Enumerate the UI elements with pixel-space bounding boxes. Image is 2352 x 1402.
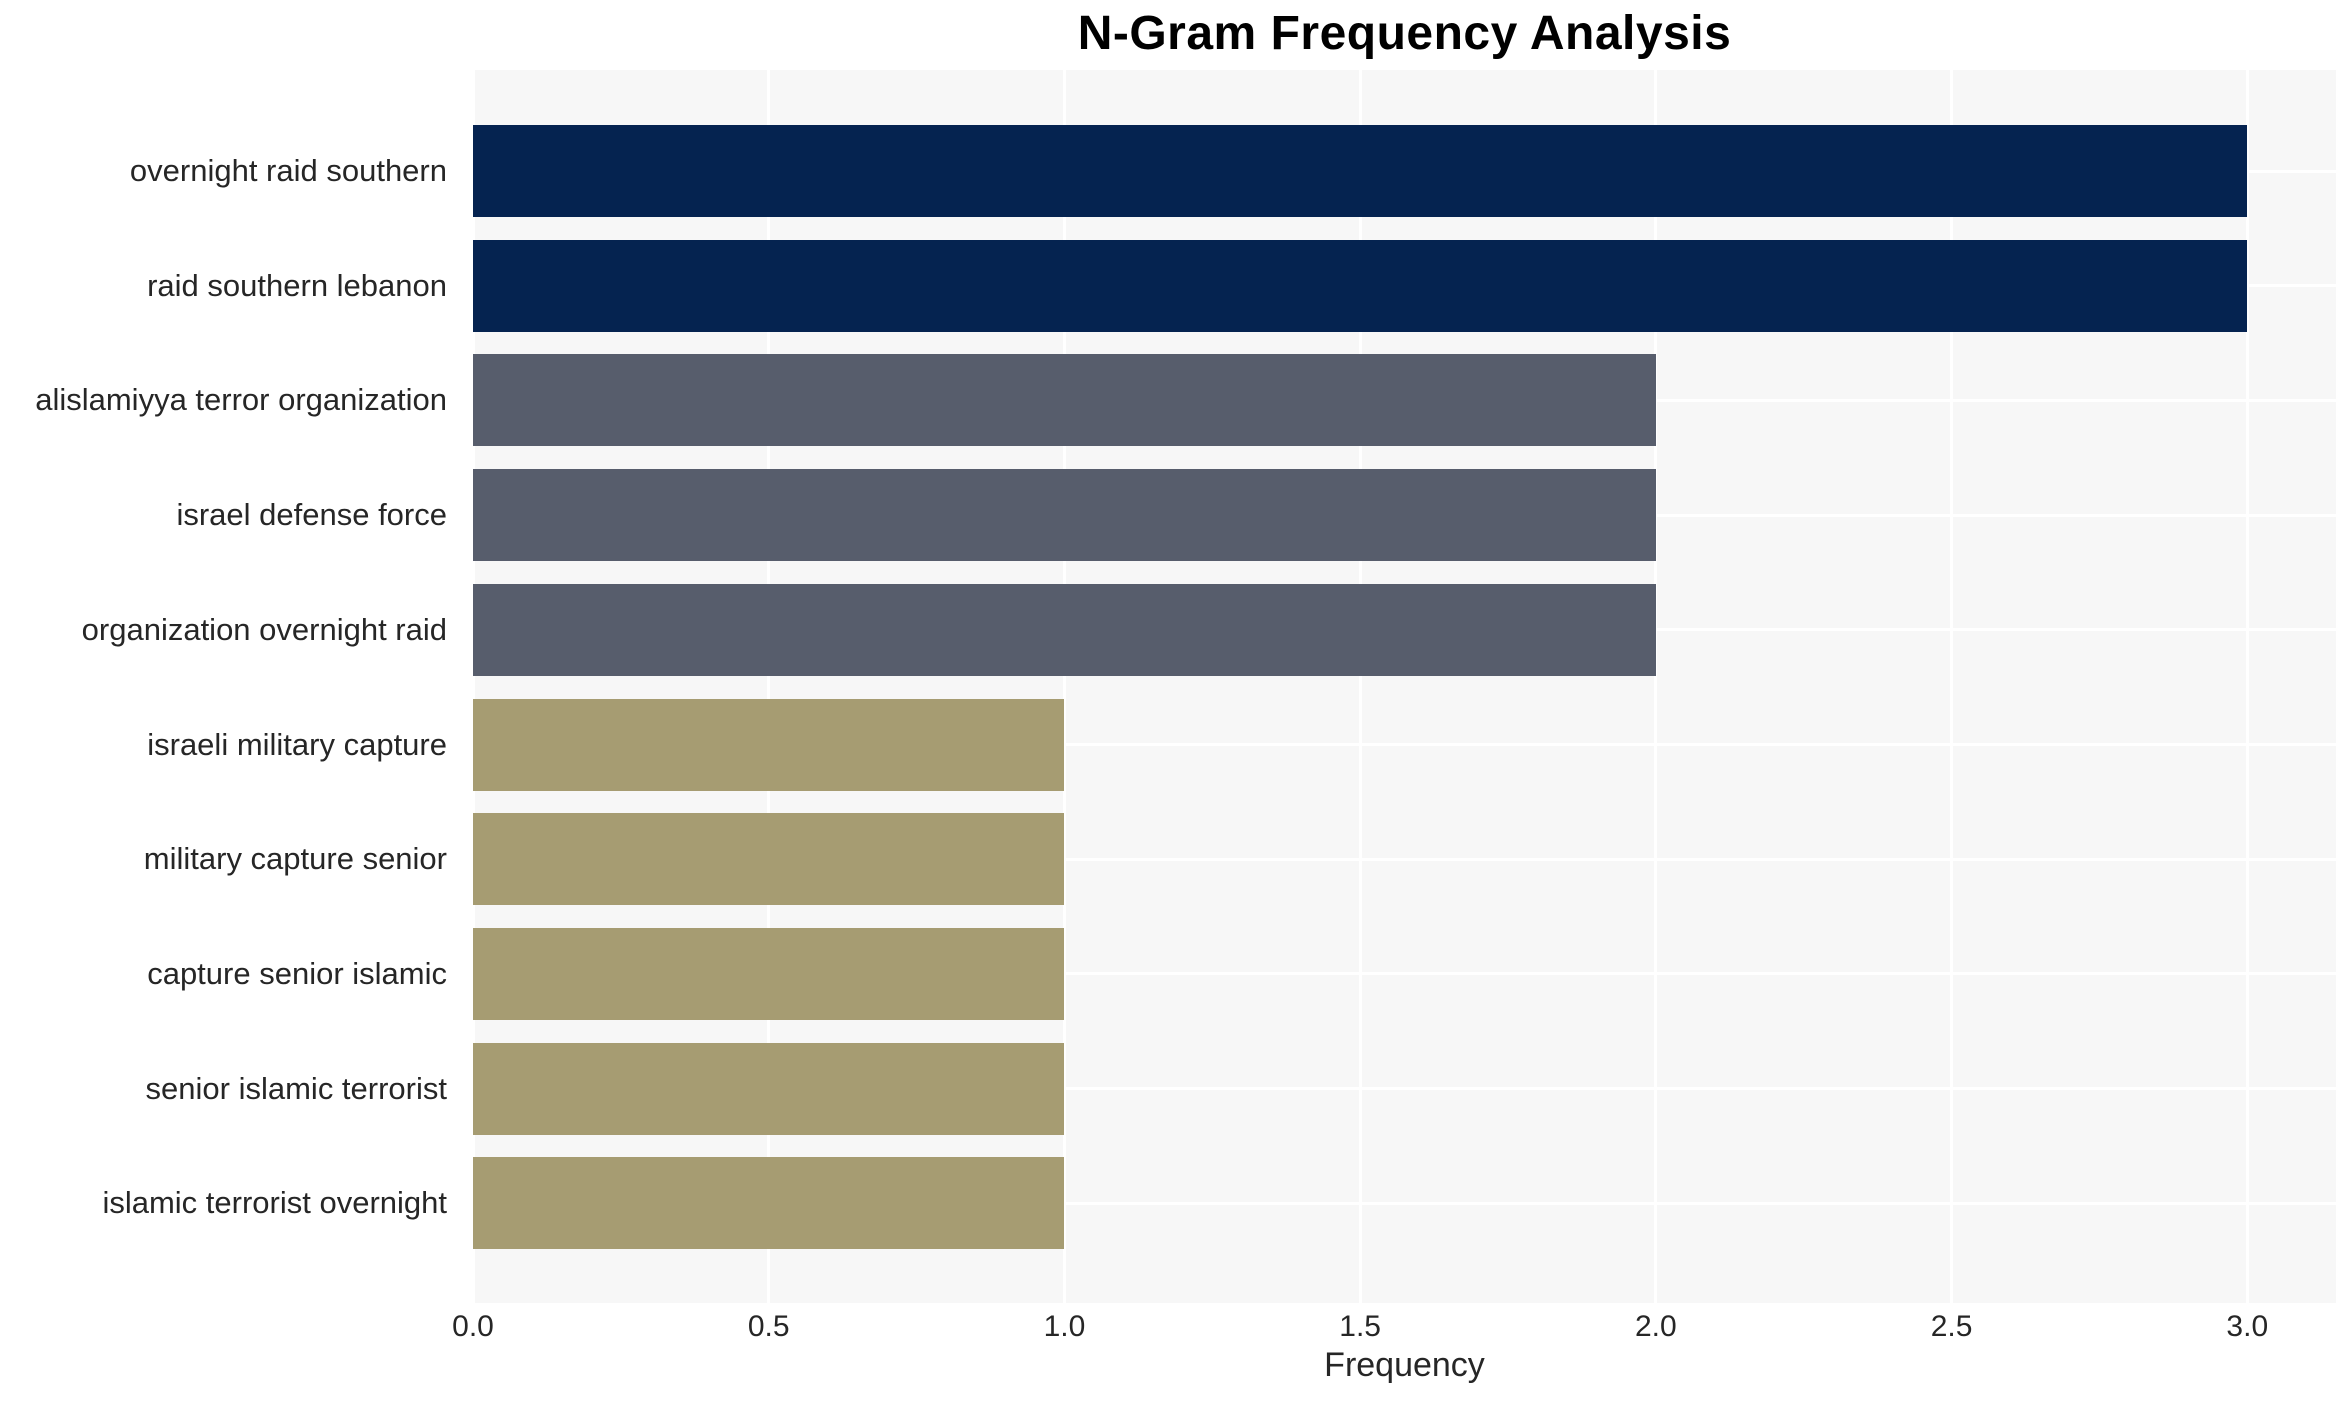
x-tick-label: 2.0 <box>1634 1310 1677 1343</box>
x-tick-label: 1.5 <box>1339 1310 1381 1343</box>
chart-title: N-Gram Frequency Analysis <box>1077 7 1732 60</box>
y-tick-label: senior islamic terrorist <box>145 1070 447 1106</box>
vertical-gridline <box>2245 70 2249 1303</box>
vertical-gridline <box>1062 70 1066 1303</box>
vertical-gridline <box>1358 70 1362 1303</box>
bar-military-capture-senior <box>473 813 1065 906</box>
bar-overnight-raid-southern <box>473 125 2248 217</box>
bar-israeli-military-capture <box>473 698 1065 791</box>
vertical-gridline <box>767 70 771 1303</box>
y-tick-label: alislamiyya terror organization <box>35 382 447 418</box>
y-tick-label: military capture senior <box>143 841 447 877</box>
bar-alislamiyya-terror-organization <box>473 354 1656 447</box>
x-tick-label: 1.0 <box>1043 1310 1086 1343</box>
y-tick-label: islamic terrorist overnight <box>102 1185 447 1221</box>
y-tick-label: israeli military capture <box>147 726 447 762</box>
x-tick-label: 3.0 <box>2226 1310 2269 1343</box>
horizontal-gridline <box>473 1087 2336 1091</box>
bar-raid-southern-lebanon <box>473 239 2248 332</box>
x-tick-label: 0.0 <box>452 1310 494 1343</box>
y-tick-label: raid southern lebanon <box>147 267 447 303</box>
horizontal-gridline <box>473 743 2336 746</box>
plot-area <box>471 70 2336 1303</box>
horizontal-gridline <box>473 857 2336 861</box>
bar-organization-overnight-raid <box>473 583 1656 676</box>
bar-israel-defense-force <box>473 469 1656 562</box>
y-tick-label: israel defense force <box>176 497 447 533</box>
vertical-gridline <box>1950 70 1954 1303</box>
bar-capture-senior-islamic <box>473 927 1065 1020</box>
vertical-gridline <box>471 70 475 1303</box>
y-tick-label: overnight raid southern <box>129 153 447 188</box>
bar-senior-islamic-terrorist <box>473 1042 1065 1135</box>
y-axis-category-labels: overnight raid southern raid southern leb… <box>0 70 461 1303</box>
horizontal-gridline <box>473 1201 2336 1205</box>
x-tick-label: 2.5 <box>1930 1310 1973 1343</box>
y-tick-label: organization overnight raid <box>81 611 447 647</box>
x-tick-label: 0.5 <box>747 1310 790 1343</box>
x-axis-label: Frequency <box>1324 1346 1485 1384</box>
horizontal-gridline <box>473 972 2336 976</box>
y-tick-label: capture senior islamic <box>147 955 447 991</box>
vertical-gridline <box>1654 70 1658 1303</box>
bar-islamic-terrorist-overnight <box>473 1157 1065 1250</box>
